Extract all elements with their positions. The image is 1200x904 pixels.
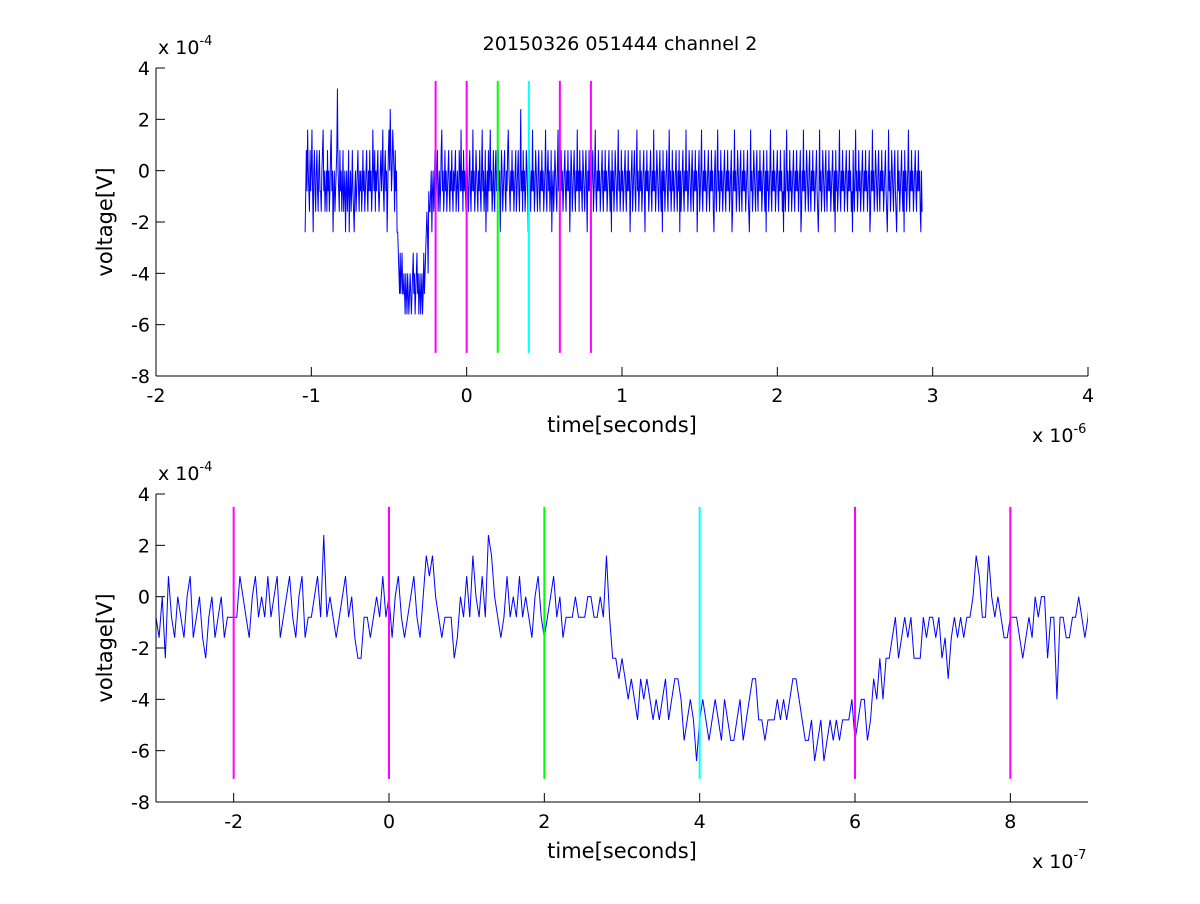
x-exponent-label: x 10-6 [1032,422,1086,447]
y-axis-title: voltage[V] [93,593,117,702]
y-tick-label: -6 [131,315,150,337]
y-exponent-power: -4 [199,34,212,49]
y-tick-label: -6 [131,741,150,763]
x-tick-label: 3 [927,385,939,407]
x-exponent-label: x 10-7 [1032,848,1086,873]
x-tick-label: 2 [538,811,550,833]
x-tick-label: 0 [461,385,473,407]
x-exponent-power: -6 [1073,422,1086,437]
plot-area [156,494,1088,802]
y-tick-label: 0 [138,587,150,609]
x-tick-label: 8 [1004,811,1016,833]
figure-title: 20150326 051444 channel 2 [483,33,758,55]
x-tick-label: -2 [224,811,243,833]
x-tick-label: 0 [383,811,395,833]
y-exponent-label: x 10-4 [158,34,212,59]
x-tick-label: 4 [694,811,706,833]
subplot-2: -2 0 2 4 6 8 -8 -6 -4 -2 0 2 4 time[seconds] voltage[V… [93,460,1088,873]
y-exponent-base: x 10 [158,37,199,59]
x-tick-label: -2 [147,385,166,407]
y-tick-label: -4 [131,263,150,285]
x-tick-label: -1 [302,385,321,407]
x-exponent-base: x 10 [1032,425,1073,447]
y-exponent-base: x 10 [158,463,199,485]
series-line-1 [304,88,923,315]
x-axis-title: time[seconds] [547,413,697,437]
y-tick-label: -2 [131,638,150,660]
y-exponent-label: x 10-4 [158,460,212,485]
y-tick-label: -8 [131,792,150,814]
y-tick-label: -4 [131,689,150,711]
plot-area [156,68,1088,376]
subplot-1: -2 -1 0 1 2 3 4 -8 -6 -4 -2 0 2 4 time[seconds] voltage… [93,34,1094,447]
y-tick-label: 4 [138,58,150,80]
plot-content [156,506,1088,779]
y-tick-label: -2 [131,212,150,234]
y-tick-label: -8 [131,366,150,388]
y-axis-title: voltage[V] [93,167,117,276]
x-tick-label: 6 [849,811,861,833]
x-tick-label: 2 [771,385,783,407]
y-tick-label: 2 [138,535,150,557]
x-exponent-base: x 10 [1032,851,1073,873]
y-exponent-power: -4 [199,460,212,475]
x-axis-title: time[seconds] [547,839,697,863]
x-exponent-power: -7 [1073,848,1086,863]
y-tick-label: 4 [138,484,150,506]
y-tick-label: 2 [138,109,150,131]
plot-content [304,80,923,353]
x-tick-label: 4 [1082,385,1094,407]
x-tick-label: 1 [616,385,628,407]
axes-group: -2 -1 0 1 2 3 4 -8 -6 -4 -2 0 2 4 time[seconds] voltage… [93,34,1094,873]
series-line-1 [156,534,1088,762]
y-tick-label: 0 [138,161,150,183]
